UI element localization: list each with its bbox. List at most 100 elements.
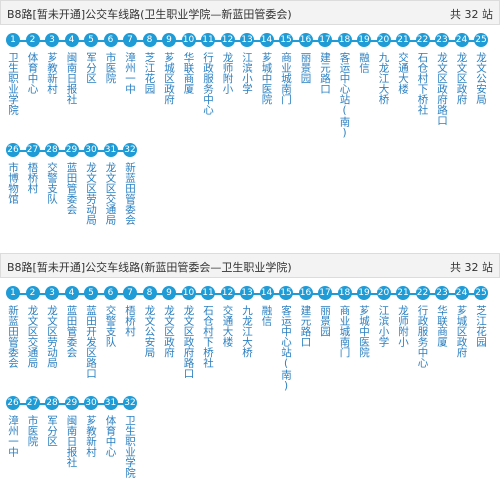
stop-item[interactable]: 4 蓝田管委会 bbox=[62, 286, 82, 358]
stop-item[interactable]: 17 建元路口 bbox=[315, 33, 335, 94]
stop-item[interactable]: 8 芝江花园 bbox=[140, 33, 160, 94]
stop-item[interactable]: 25 芝江花园 bbox=[471, 286, 491, 347]
stop-name[interactable]: 龙文区劳动局 bbox=[85, 162, 97, 225]
stop-name[interactable]: 商业城南门 bbox=[280, 52, 292, 105]
stop-name[interactable]: 融信 bbox=[358, 52, 370, 73]
stop-name[interactable]: 九龙江大桥 bbox=[241, 305, 253, 358]
stop-item[interactable]: 32 新蓝田管委会 bbox=[120, 143, 140, 225]
stop-name[interactable]: 商业城南门 bbox=[338, 305, 351, 358]
stop-item[interactable]: 31 体育中心 bbox=[101, 396, 121, 457]
stop-item[interactable]: 15 商业城南门 bbox=[276, 33, 296, 105]
stop-item[interactable]: 9 芗城区政府 bbox=[159, 33, 179, 105]
stop-name[interactable]: 江滨小学 bbox=[377, 305, 390, 347]
stop-item[interactable]: 3 龙文区劳动局 bbox=[42, 286, 62, 368]
stop-item[interactable]: 28 交警支队 bbox=[42, 143, 62, 204]
stop-name[interactable]: 体育中心 bbox=[26, 52, 39, 94]
stop-item[interactable]: 16 丽景园 bbox=[296, 33, 316, 84]
stop-name[interactable]: 行政服务中心 bbox=[202, 52, 214, 115]
stop-item[interactable]: 26 漳州一中 bbox=[3, 396, 23, 457]
stop-item[interactable]: 19 融信 bbox=[354, 33, 374, 73]
stop-item[interactable]: 18 客运中心站(南) bbox=[335, 33, 355, 139]
stop-name[interactable]: 丽景园 bbox=[319, 305, 331, 337]
stop-name[interactable]: 漳州一中 bbox=[124, 52, 136, 94]
stop-name[interactable]: 市医院 bbox=[26, 415, 39, 447]
stop-item[interactable]: 14 芗城中医院 bbox=[257, 33, 277, 105]
stop-item[interactable]: 11 石仓村下桥社 bbox=[198, 286, 218, 368]
stop-item[interactable]: 6 交警支队 bbox=[101, 286, 121, 347]
stop-name[interactable]: 漳州一中 bbox=[7, 415, 19, 457]
stop-item[interactable]: 23 龙文区政府路口 bbox=[432, 33, 452, 126]
stop-name[interactable]: 龙文区政府 bbox=[163, 305, 175, 358]
stop-item[interactable]: 27 市医院 bbox=[23, 396, 43, 447]
stop-item[interactable]: 22 行政服务中心 bbox=[413, 286, 433, 368]
stop-item[interactable]: 11 行政服务中心 bbox=[198, 33, 218, 115]
stop-item[interactable]: 18 商业城南门 bbox=[335, 286, 355, 358]
stop-name[interactable]: 龙文公安局 bbox=[143, 305, 156, 358]
stop-name[interactable]: 石仓村下桥社 bbox=[202, 305, 214, 368]
stop-name[interactable]: 龙师附小 bbox=[397, 305, 409, 347]
stop-name[interactable]: 体育中心 bbox=[104, 415, 117, 457]
stop-name[interactable]: 市医院 bbox=[104, 52, 117, 84]
stop-item[interactable]: 21 龙师附小 bbox=[393, 286, 413, 347]
stop-name[interactable]: 芝江花园 bbox=[475, 305, 487, 347]
stop-name[interactable]: 龙师附小 bbox=[221, 52, 234, 94]
stop-item[interactable]: 5 军分区 bbox=[81, 33, 101, 84]
stop-item[interactable]: 1 卫生职业学院 bbox=[3, 33, 23, 115]
stop-name[interactable]: 梧桥村 bbox=[124, 305, 136, 337]
stop-item[interactable]: 12 龙师附小 bbox=[218, 33, 238, 94]
stop-item[interactable]: 31 龙文区交通局 bbox=[101, 143, 121, 225]
stop-item[interactable]: 12 交通大楼 bbox=[218, 286, 238, 347]
stop-item[interactable]: 5 蓝田开发区路口 bbox=[81, 286, 101, 379]
stop-name[interactable]: 芗城中医院 bbox=[358, 305, 370, 358]
stop-item[interactable]: 17 丽景园 bbox=[315, 286, 335, 337]
stop-name[interactable]: 芗城区政府 bbox=[163, 52, 175, 105]
stop-name[interactable]: 丽景园 bbox=[299, 52, 312, 84]
stop-name[interactable]: 交通大楼 bbox=[397, 52, 409, 94]
stop-item[interactable]: 19 芗城中医院 bbox=[354, 286, 374, 358]
stop-item[interactable]: 10 龙文区政府路口 bbox=[179, 286, 199, 379]
stop-name[interactable]: 蓝田管委会 bbox=[65, 305, 78, 358]
stop-name[interactable]: 芗城中医院 bbox=[260, 52, 273, 105]
stop-name[interactable]: 交警支队 bbox=[104, 305, 117, 347]
stop-name[interactable]: 交通大楼 bbox=[221, 305, 234, 347]
stop-item[interactable]: 2 龙文区交通局 bbox=[23, 286, 43, 368]
stop-name[interactable]: 新蓝田管委会 bbox=[7, 305, 19, 368]
stop-item[interactable]: 7 梧桥村 bbox=[120, 286, 140, 337]
stop-name[interactable]: 建元路口 bbox=[319, 52, 331, 94]
stop-item[interactable]: 23 华联商厦 bbox=[432, 286, 452, 347]
stop-item[interactable]: 16 建元路口 bbox=[296, 286, 316, 347]
stop-name[interactable]: 芗教新村 bbox=[85, 415, 97, 457]
stop-name[interactable]: 卫生职业学院 bbox=[7, 52, 19, 115]
stop-item[interactable]: 13 江滨小学 bbox=[237, 33, 257, 94]
stop-name[interactable]: 石仓村下桥社 bbox=[416, 52, 429, 115]
stop-name[interactable]: 蓝田管委会 bbox=[65, 162, 78, 215]
stop-name[interactable]: 市博物馆 bbox=[7, 162, 19, 204]
stop-name[interactable]: 龙文区政府 bbox=[455, 52, 468, 105]
stop-name[interactable]: 梧桥村 bbox=[26, 162, 39, 194]
stop-name[interactable]: 闽南日报社 bbox=[65, 52, 78, 105]
stop-item[interactable]: 14 融信 bbox=[257, 286, 277, 326]
stop-name[interactable]: 行政服务中心 bbox=[416, 305, 429, 368]
stop-name[interactable]: 龙文公安局 bbox=[475, 52, 487, 105]
stop-name[interactable]: 融信 bbox=[260, 305, 273, 326]
stop-name[interactable]: 华联商厦 bbox=[182, 52, 195, 94]
stop-item[interactable]: 3 芗教新村 bbox=[42, 33, 62, 94]
stop-name[interactable]: 新蓝田管委会 bbox=[124, 162, 136, 225]
stop-name[interactable]: 龙文区政府路口 bbox=[436, 52, 448, 126]
stop-name[interactable]: 芝江花园 bbox=[143, 52, 156, 94]
stop-item[interactable]: 4 闽南日报社 bbox=[62, 33, 82, 105]
stop-name[interactable]: 交警支队 bbox=[46, 162, 58, 204]
stop-item[interactable]: 2 体育中心 bbox=[23, 33, 43, 94]
stop-name[interactable]: 江滨小学 bbox=[241, 52, 253, 94]
stop-name[interactable]: 龙文区交通局 bbox=[26, 305, 39, 368]
stop-item[interactable]: 29 蓝田管委会 bbox=[62, 143, 82, 215]
stop-item[interactable]: 27 梧桥村 bbox=[23, 143, 43, 194]
stop-item[interactable]: 21 交通大楼 bbox=[393, 33, 413, 94]
stop-item[interactable]: 24 芗城区政府 bbox=[452, 286, 472, 358]
stop-item[interactable]: 25 龙文公安局 bbox=[471, 33, 491, 105]
stop-name[interactable]: 军分区 bbox=[85, 52, 97, 84]
stop-item[interactable]: 22 石仓村下桥社 bbox=[413, 33, 433, 115]
stop-item[interactable]: 7 漳州一中 bbox=[120, 33, 140, 94]
stop-item[interactable]: 24 龙文区政府 bbox=[452, 33, 472, 105]
stop-item[interactable]: 8 龙文公安局 bbox=[140, 286, 160, 358]
